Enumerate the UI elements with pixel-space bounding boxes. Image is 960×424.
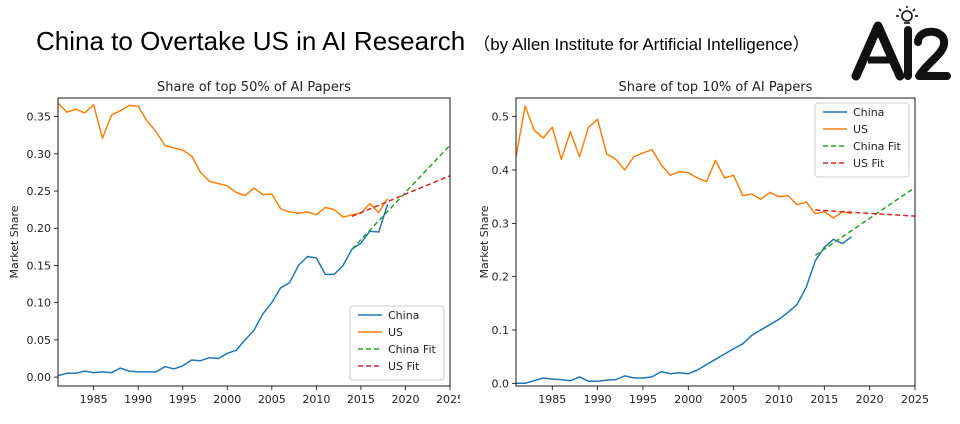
lightbulb-icon (896, 6, 918, 24)
x-tick-label: 1990 (584, 393, 612, 406)
title-subtitle: （by Allen Institute for Artificial Intel… (473, 35, 810, 54)
plot-area (516, 105, 915, 385)
y-tick-label: 0.10 (27, 297, 52, 310)
ai2-logo (848, 4, 952, 84)
chart-top10: Share of top 10% of AI Papers Market Shar… (478, 74, 960, 420)
y-tick-label: 0.15 (27, 259, 52, 272)
series-us-line (516, 105, 852, 219)
x-tick-label: 1985 (80, 393, 108, 406)
y-tick-label: 0.4 (492, 164, 510, 177)
x-tick-label: 2000 (213, 393, 241, 406)
y-axis-label: Market Share (8, 205, 21, 278)
series-china-line (58, 204, 389, 377)
chart-title: Share of top 10% of AI Papers (619, 80, 813, 95)
axes-frame (57, 97, 451, 387)
legend: China US China Fit US Fit (349, 305, 445, 381)
legend: China US China Fit US Fit (814, 102, 910, 178)
legend-label-china-fit: China Fit (853, 140, 902, 153)
series-us-fit-line (351, 174, 450, 217)
x-tick-label: 2005 (720, 393, 748, 406)
x-tick-label: 2015 (810, 393, 838, 406)
title-main: China to Overtake US in AI Research (36, 26, 466, 56)
y-tick-label: 0.5 (492, 111, 510, 124)
series-us-fit-line (815, 209, 915, 217)
x-tick-label: 2025 (436, 393, 460, 406)
legend-box (814, 102, 910, 178)
y-tick-label: 0.25 (27, 185, 52, 198)
x-tick-label: 2015 (347, 393, 375, 406)
y-tick-label: 0.00 (27, 371, 52, 384)
chart-top10-svg: Share of top 10% of AI Papers Market Shar… (478, 80, 929, 406)
series-china-line (516, 236, 852, 385)
chart-title: Share of top 50% of AI Papers (157, 80, 351, 95)
x-tick-label: 2020 (391, 393, 419, 406)
x-tick-label: 2005 (258, 393, 286, 406)
legend-label-us: US (853, 123, 868, 136)
x-tick-label: 1985 (538, 393, 566, 406)
y-tick-label: 0.35 (27, 111, 52, 124)
legend-label-us: US (388, 326, 403, 339)
series-china-fit-line (814, 186, 915, 256)
x-tick-label: 2025 (901, 393, 929, 406)
x-tick-label: 1995 (629, 393, 657, 406)
legend-label-china: China (388, 309, 419, 322)
x-tick-label: 2010 (302, 393, 330, 406)
page-title: China to Overtake US in AI Research （by A… (36, 26, 810, 57)
y-tick-label: 0.2 (492, 271, 510, 284)
x-tick-label: 1995 (169, 393, 197, 406)
chart-top50: Share of top 50% of AI Papers Market Shar… (0, 74, 464, 420)
series-us-line (58, 102, 389, 218)
x-tick-label: 2000 (674, 393, 702, 406)
legend-label-china-fit: China Fit (388, 343, 437, 356)
legend-label-us-fit: US Fit (388, 360, 420, 373)
y-axis-label: Market Share (478, 205, 491, 278)
y-tick-label: 0.1 (492, 324, 510, 337)
chart-top50-svg: Share of top 50% of AI Papers Market Shar… (8, 80, 464, 406)
y-tick-label: 0.05 (27, 334, 52, 347)
legend-box (349, 305, 445, 381)
plot-area (58, 102, 450, 377)
x-tick-label: 2020 (856, 393, 884, 406)
y-tick-label: 0.3 (492, 217, 510, 230)
legend-label-china: China (853, 106, 884, 119)
y-tick-label: 0.0 (492, 377, 510, 390)
y-tick-label: 0.30 (27, 148, 52, 161)
series-china-fit-line (351, 144, 450, 250)
x-tick-label: 1990 (124, 393, 152, 406)
axes-frame (515, 97, 916, 387)
y-tick-label: 0.20 (27, 222, 52, 235)
legend-label-us-fit: US Fit (853, 157, 885, 170)
x-tick-label: 2010 (765, 393, 793, 406)
